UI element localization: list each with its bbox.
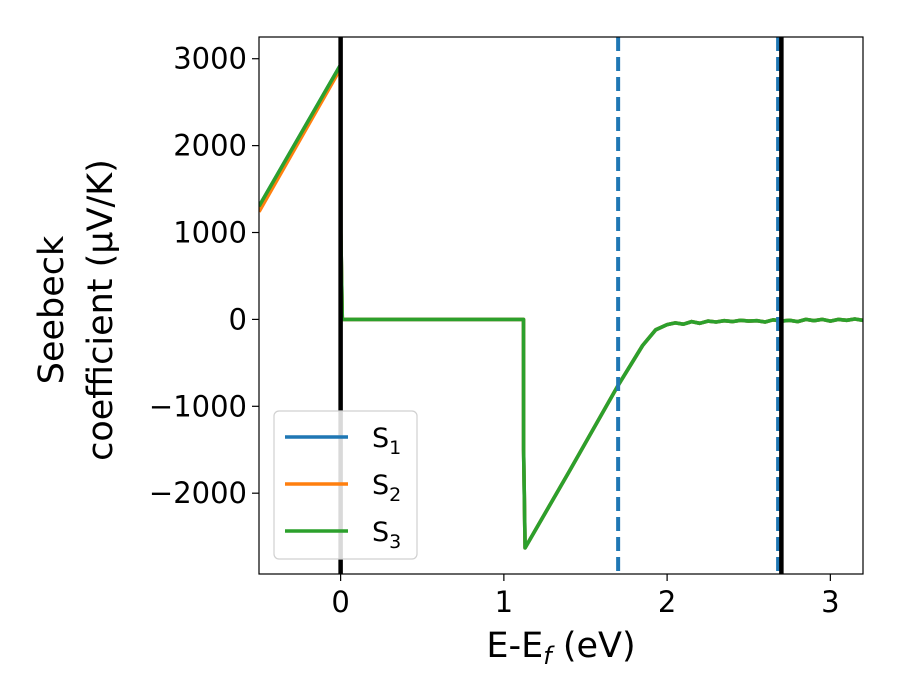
y-tick-label: −1000 [149, 389, 247, 423]
y-axis-title: Seebeck coefficient (μV/K) [32, 159, 121, 461]
x-tick-label: 1 [495, 585, 513, 619]
legend-label-s3: S3 [372, 517, 401, 553]
y-tick-label: 1000 [173, 216, 247, 250]
x-axis-title-main: E-E [486, 626, 543, 666]
plot-frame [258, 36, 864, 575]
legend: S1 S2 S3 [273, 410, 418, 560]
x-tick-label: 0 [331, 585, 349, 619]
plot-series [259, 63, 863, 550]
series-line-s3 [259, 63, 863, 550]
x-tick-label: 2 [658, 585, 676, 619]
y-tick-label: 3000 [173, 42, 247, 76]
legend-label-s2: S2 [372, 470, 401, 506]
y-axis-title-line1: Seebeck [32, 235, 72, 384]
x-axis-title-tail: (eV) [552, 626, 636, 666]
y-axis-title-line2: coefficient (μV/K) [81, 159, 121, 461]
x-axis-ticks: 0 1 2 3 [331, 574, 840, 619]
y-tick-label: 0 [229, 302, 247, 336]
y-axis-ticks: −2000 −1000 0 1000 2000 3000 [149, 42, 259, 510]
x-tick-label: 3 [821, 585, 839, 619]
y-tick-label: 2000 [173, 129, 247, 163]
legend-label-s1: S1 [372, 423, 401, 459]
y-tick-label: −2000 [149, 476, 247, 510]
x-axis-title: E-Ef (eV) [486, 626, 635, 670]
